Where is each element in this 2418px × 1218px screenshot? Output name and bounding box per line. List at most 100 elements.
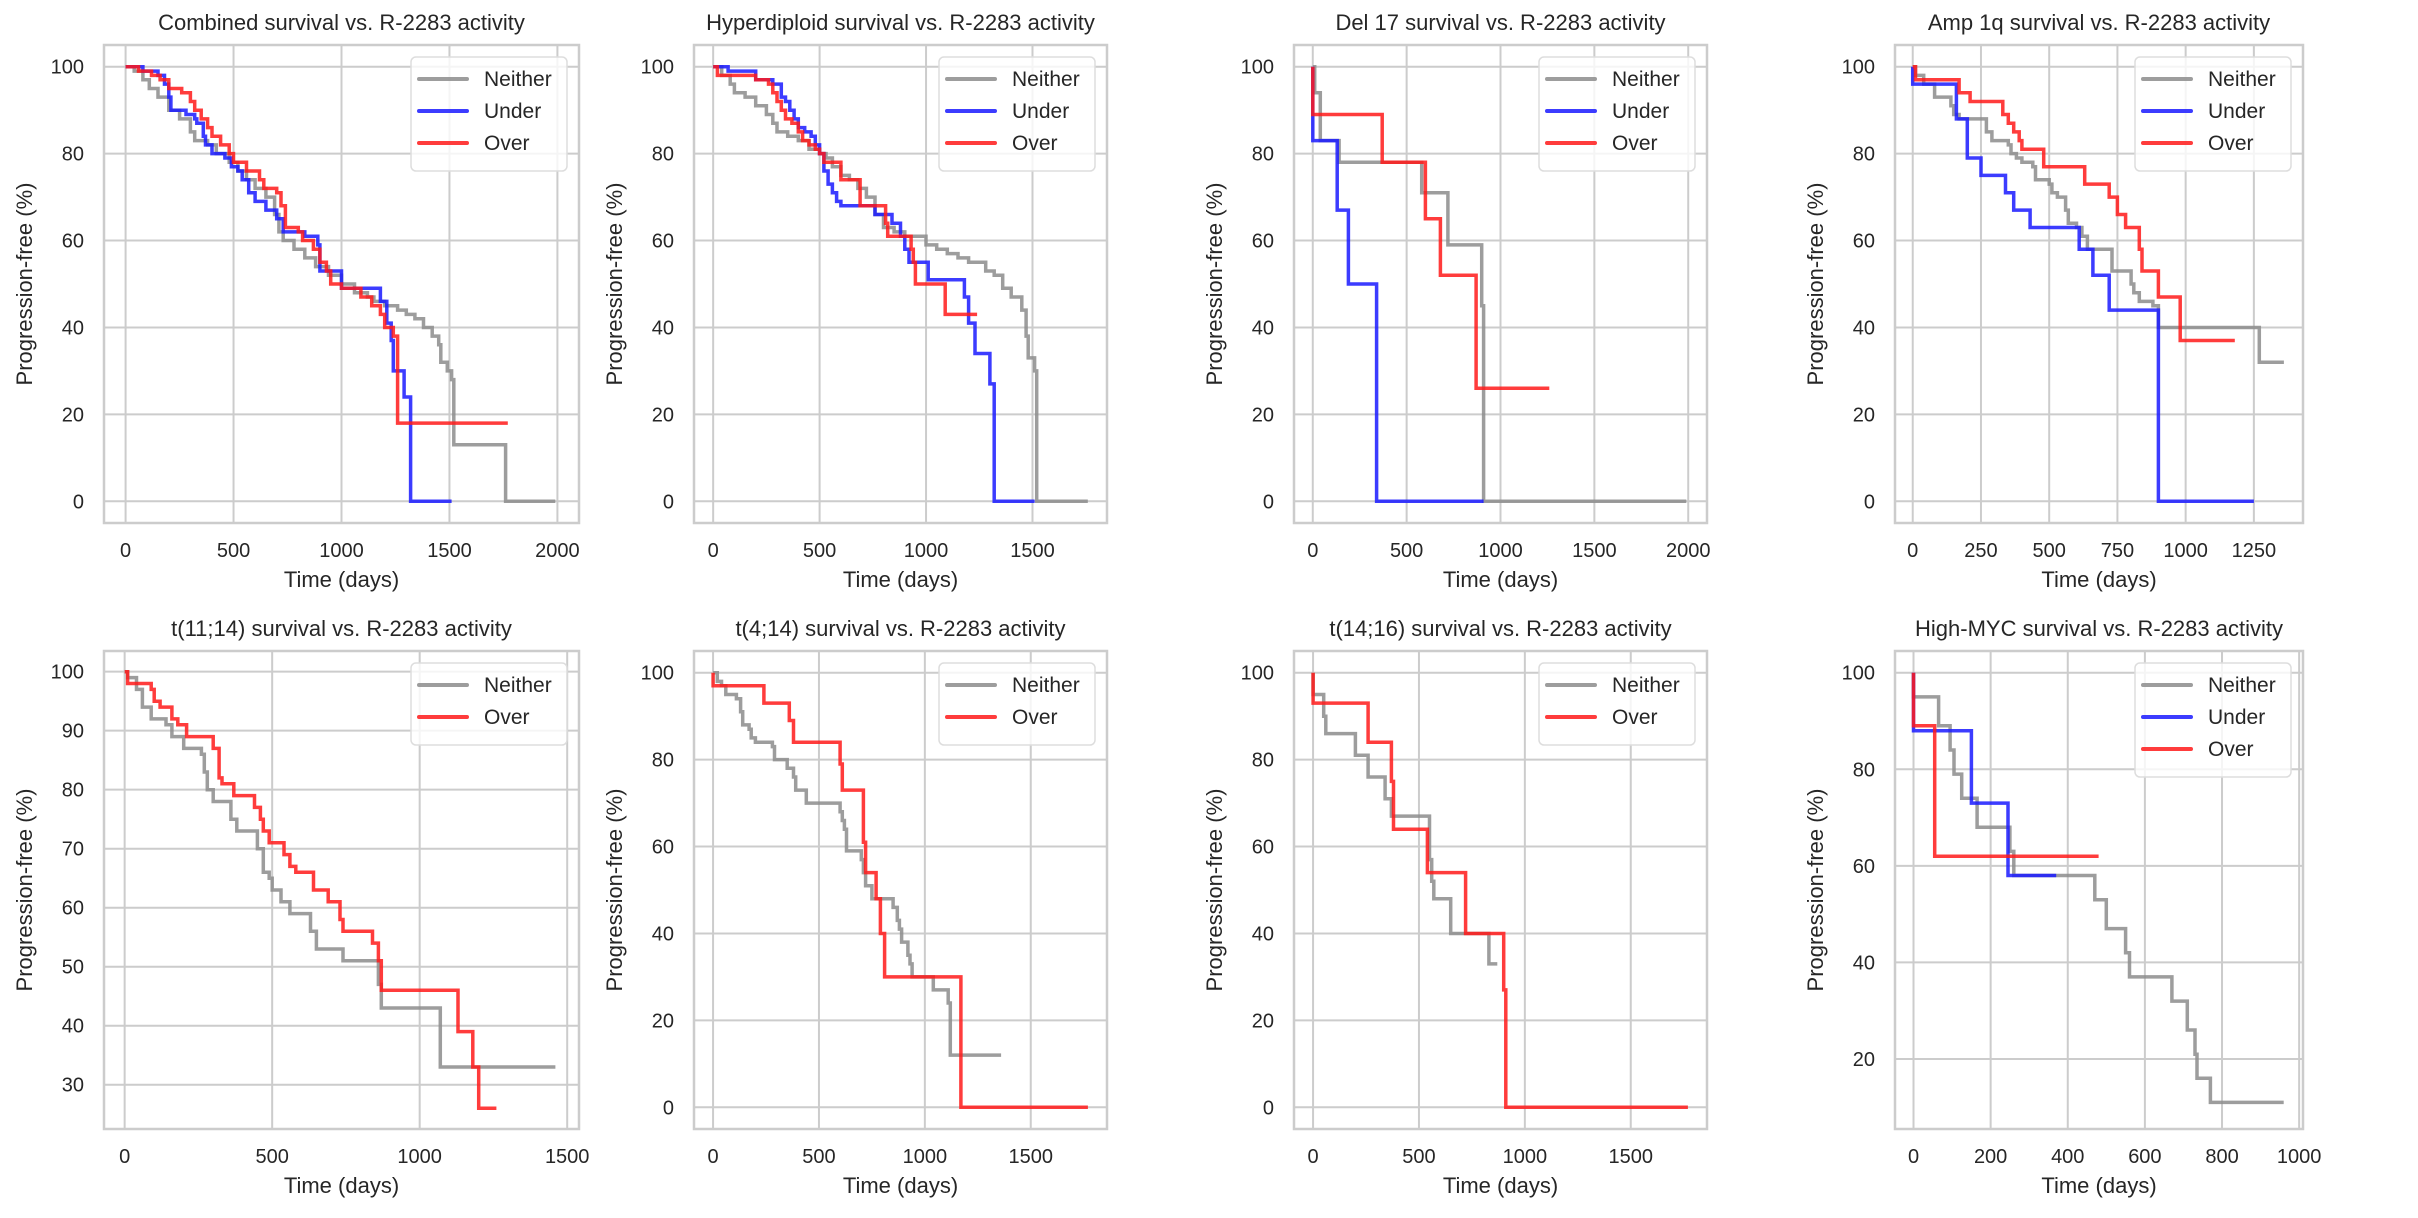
y-axis-label: Progression-free (%) — [1202, 789, 1227, 992]
legend: Neither Under Over — [2134, 662, 2292, 778]
x-axis-label: Time (days) — [284, 1173, 399, 1198]
x-axis-label: Time (days) — [284, 567, 399, 592]
legend-label-neither: Neither — [484, 68, 552, 91]
series-line-neither — [713, 64, 1088, 504]
chart-panel: 0 250 500 750 1000 1250 0 20 40 60 80 100 Time (days… — [1803, 10, 2305, 592]
legend: Neither Under Over — [1538, 56, 1696, 172]
x-tick-label: 400 — [2051, 1146, 2084, 1168]
y-tick-label: 60 — [1853, 231, 1875, 253]
axes-frame — [692, 649, 1109, 1131]
legend-label-over: Over — [2208, 738, 2254, 761]
chart-title: Hyperdiploid survival vs. R-2283 activit… — [706, 10, 1095, 35]
legend: Neither Over — [1538, 662, 1696, 746]
x-tick-label: 0 — [120, 540, 131, 562]
x-tick-label: 500 — [1390, 540, 1423, 562]
axes-frame — [1893, 649, 2305, 1131]
x-tick-label: 1500 — [427, 540, 472, 562]
legend-label-neither: Neither — [484, 674, 552, 697]
y-tick-label: 20 — [1252, 404, 1274, 426]
series-line-under — [1911, 672, 2057, 878]
x-tick-label: 1250 — [2232, 540, 2277, 562]
y-tick-label: 80 — [652, 750, 674, 772]
y-axis-label: Progression-free (%) — [12, 183, 37, 386]
y-tick-label: 20 — [652, 1010, 674, 1032]
legend-label-under: Under — [484, 100, 541, 123]
y-axis-label: Progression-free (%) — [602, 183, 627, 386]
x-tick-label: 600 — [2128, 1146, 2161, 1168]
x-tick-label: 750 — [2101, 540, 2134, 562]
y-tick-label: 80 — [652, 144, 674, 166]
series-line-over — [1311, 672, 1688, 1110]
y-axis-label: Progression-free (%) — [12, 789, 37, 992]
x-axis-label: Time (days) — [2041, 1173, 2156, 1198]
x-axis-label: Time (days) — [843, 1173, 958, 1198]
x-tick-label: 250 — [1964, 540, 1997, 562]
legend-label-neither: Neither — [1012, 674, 1080, 697]
y-tick-label: 80 — [62, 780, 84, 802]
x-tick-label: 500 — [2033, 540, 2066, 562]
chart-title: Amp 1q survival vs. R-2283 activity — [1928, 10, 2270, 35]
legend: Neither Under Over — [2134, 56, 2292, 172]
y-tick-label: 40 — [1853, 317, 1875, 339]
x-tick-label: 2000 — [1666, 540, 1711, 562]
x-tick-label: 0 — [707, 1146, 718, 1168]
x-tick-label: 500 — [803, 540, 836, 562]
y-tick-label: 80 — [1853, 144, 1875, 166]
x-tick-label: 500 — [217, 540, 250, 562]
x-tick-label: 0 — [1307, 1146, 1318, 1168]
y-tick-label: 60 — [62, 231, 84, 253]
y-tick-label: 40 — [62, 317, 84, 339]
x-tick-label: 1500 — [1009, 1146, 1054, 1168]
series-line-under — [1311, 66, 1484, 504]
y-tick-label: 20 — [62, 404, 84, 426]
legend-label-over: Over — [484, 132, 530, 155]
y-tick-label: 100 — [641, 663, 674, 685]
legend-label-over: Over — [1012, 706, 1058, 729]
chart-panel: 0 500 1000 1500 0 20 40 60 80 100 Time (days) Progr… — [602, 616, 1109, 1198]
x-tick-label: 2000 — [535, 540, 580, 562]
y-tick-label: 60 — [652, 837, 674, 859]
x-tick-label: 1000 — [397, 1146, 442, 1168]
series-line-under — [1910, 66, 2254, 504]
axes-frame — [1893, 43, 2305, 525]
y-tick-label: 90 — [62, 721, 84, 743]
y-tick-label: 100 — [1842, 663, 1875, 685]
y-tick-label: 100 — [1842, 57, 1875, 79]
series-line-neither — [713, 670, 1002, 1057]
series-line-under — [125, 64, 452, 504]
series-line-over — [713, 64, 978, 317]
y-tick-label: 20 — [1853, 404, 1875, 426]
y-tick-label: 80 — [1853, 759, 1875, 781]
y-tick-label: 80 — [62, 144, 84, 166]
y-tick-label: 0 — [663, 1097, 674, 1119]
legend-label-under: Under — [2208, 100, 2265, 123]
x-tick-label: 0 — [1307, 540, 1318, 562]
x-tick-label: 500 — [255, 1146, 288, 1168]
x-tick-label: 1500 — [1010, 540, 1055, 562]
legend-label-over: Over — [1012, 132, 1058, 155]
series-line-over — [1912, 64, 2235, 343]
y-axis-label: Progression-free (%) — [1803, 789, 1828, 992]
y-tick-label: 30 — [62, 1075, 84, 1097]
y-tick-label: 0 — [1864, 491, 1875, 513]
y-tick-label: 60 — [652, 231, 674, 253]
legend-label-neither: Neither — [2208, 68, 2276, 91]
x-tick-label: 0 — [119, 1146, 130, 1168]
chart-panel: 0 500 1000 1500 0 20 40 60 80 100 Time (days) Progr… — [602, 10, 1109, 592]
axes-frame — [102, 43, 581, 525]
series-line-over — [1911, 672, 2099, 858]
y-tick-label: 80 — [1252, 144, 1274, 166]
series-line-under — [713, 64, 1035, 504]
y-tick-label: 40 — [652, 923, 674, 945]
y-tick-label: 40 — [1853, 952, 1875, 974]
legend-label-over: Over — [2208, 132, 2254, 155]
x-axis-label: Time (days) — [843, 567, 958, 592]
legend-label-under: Under — [1012, 100, 1069, 123]
chart-title: Combined survival vs. R-2283 activity — [158, 10, 525, 35]
y-tick-label: 100 — [51, 662, 84, 684]
chart-title: t(14;16) survival vs. R-2283 activity — [1329, 616, 1671, 641]
x-tick-label: 500 — [802, 1146, 835, 1168]
y-tick-label: 20 — [1252, 1010, 1274, 1032]
y-tick-label: 100 — [1241, 663, 1274, 685]
